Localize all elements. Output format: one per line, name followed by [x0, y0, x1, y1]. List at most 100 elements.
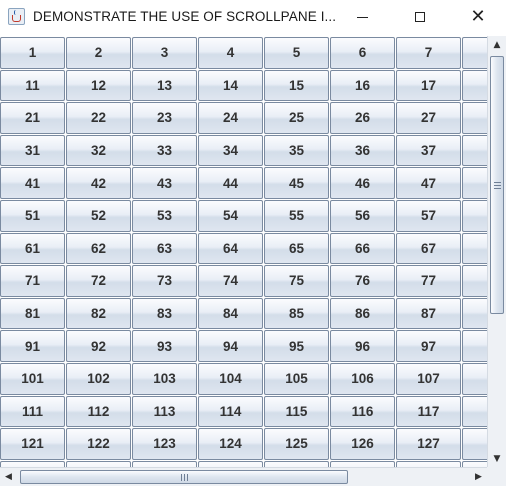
grid-button[interactable]: 2	[66, 37, 131, 69]
grid-button[interactable]: 27	[396, 102, 461, 134]
scroll-left-button[interactable]: ◀	[0, 468, 17, 486]
grid-button[interactable]: 124	[198, 428, 263, 460]
grid-button[interactable]	[462, 330, 487, 362]
grid-button[interactable]: 103	[132, 362, 197, 395]
scroll-pane-viewport[interactable]: 1 2 3 4 5 6 7 11 12 13 14 15 16 17 21 22 23 24 25 26 27 31 32 3…	[0, 36, 487, 467]
grid-button[interactable]: 12	[66, 69, 131, 102]
grid-button[interactable]: 127	[396, 428, 461, 460]
grid-button[interactable]: 1	[0, 37, 65, 69]
grid-button[interactable]: 56	[330, 199, 395, 232]
grid-button[interactable]: 116	[330, 395, 395, 428]
grid-button[interactable]	[462, 297, 487, 330]
grid-button[interactable]: 14	[198, 69, 263, 102]
grid-button[interactable]: 16	[330, 69, 395, 102]
grid-button[interactable]	[264, 460, 329, 467]
grid-button[interactable]: 112	[66, 395, 131, 428]
grid-button[interactable]	[462, 265, 487, 297]
grid-button[interactable]: 33	[132, 134, 197, 167]
grid-button[interactable]: 85	[264, 297, 329, 330]
grid-button[interactable]: 113	[132, 395, 197, 428]
scroll-right-button[interactable]: ▶	[470, 468, 487, 486]
grid-button[interactable]: 41	[0, 167, 65, 199]
grid-button[interactable]: 123	[132, 428, 197, 460]
grid-button[interactable]	[462, 362, 487, 395]
grid-button[interactable]	[66, 460, 131, 467]
vertical-scroll-thumb[interactable]	[490, 56, 504, 314]
grid-button[interactable]: 6	[330, 37, 395, 69]
grid-button[interactable]: 67	[396, 232, 461, 265]
grid-button[interactable]: 3	[132, 37, 197, 69]
grid-button[interactable]: 31	[0, 134, 65, 167]
grid-button[interactable]	[462, 69, 487, 102]
grid-button[interactable]: 26	[330, 102, 395, 134]
grid-button[interactable]: 71	[0, 265, 65, 297]
grid-button[interactable]: 36	[330, 134, 395, 167]
grid-button[interactable]: 111	[0, 395, 65, 428]
grid-button[interactable]: 125	[264, 428, 329, 460]
grid-button[interactable]: 107	[396, 362, 461, 395]
close-button[interactable]: ✕	[449, 0, 506, 34]
grid-button[interactable]: 43	[132, 167, 197, 199]
grid-button[interactable]: 62	[66, 232, 131, 265]
grid-button[interactable]: 57	[396, 199, 461, 232]
grid-button[interactable]: 91	[0, 330, 65, 362]
grid-button[interactable]: 45	[264, 167, 329, 199]
grid-button[interactable]: 126	[330, 428, 395, 460]
grid-button[interactable]: 117	[396, 395, 461, 428]
grid-button[interactable]: 53	[132, 199, 197, 232]
grid-button[interactable]	[462, 134, 487, 167]
grid-button[interactable]: 105	[264, 362, 329, 395]
grid-button[interactable]: 74	[198, 265, 263, 297]
grid-button[interactable]: 102	[66, 362, 131, 395]
grid-button[interactable]: 86	[330, 297, 395, 330]
grid-button[interactable]: 101	[0, 362, 65, 395]
grid-button[interactable]: 77	[396, 265, 461, 297]
grid-button[interactable]: 24	[198, 102, 263, 134]
grid-button[interactable]: 17	[396, 69, 461, 102]
grid-button[interactable]: 93	[132, 330, 197, 362]
title-bar[interactable]: DEMONSTRATE THE USE OF SCROLLPANE I... ✕	[0, 0, 506, 35]
grid-button[interactable]: 63	[132, 232, 197, 265]
minimize-button[interactable]	[333, 0, 391, 34]
grid-button[interactable]: 122	[66, 428, 131, 460]
grid-button[interactable]: 64	[198, 232, 263, 265]
grid-button[interactable]: 23	[132, 102, 197, 134]
horizontal-scroll-thumb[interactable]	[20, 470, 348, 484]
grid-button[interactable]	[396, 460, 461, 467]
grid-button[interactable]: 34	[198, 134, 263, 167]
grid-button[interactable]: 4	[198, 37, 263, 69]
grid-button[interactable]: 7	[396, 37, 461, 69]
grid-button[interactable]	[462, 37, 487, 69]
grid-button[interactable]: 76	[330, 265, 395, 297]
grid-button[interactable]: 15	[264, 69, 329, 102]
grid-button[interactable]	[462, 460, 487, 467]
grid-button[interactable]: 97	[396, 330, 461, 362]
grid-button[interactable]: 47	[396, 167, 461, 199]
grid-button[interactable]: 22	[66, 102, 131, 134]
grid-button[interactable]	[0, 460, 65, 467]
grid-button[interactable]: 42	[66, 167, 131, 199]
grid-button[interactable]: 11	[0, 69, 65, 102]
grid-button[interactable]: 114	[198, 395, 263, 428]
scroll-up-button[interactable]: ▲	[488, 36, 506, 53]
horizontal-scrollbar[interactable]: ◀ ▶	[0, 467, 487, 486]
grid-button[interactable]	[462, 395, 487, 428]
grid-button[interactable]	[132, 460, 197, 467]
grid-button[interactable]: 55	[264, 199, 329, 232]
maximize-button[interactable]	[391, 0, 449, 34]
grid-button[interactable]	[330, 460, 395, 467]
grid-button[interactable]: 81	[0, 297, 65, 330]
grid-button[interactable]: 106	[330, 362, 395, 395]
grid-button[interactable]: 72	[66, 265, 131, 297]
grid-button[interactable]: 5	[264, 37, 329, 69]
grid-button[interactable]: 95	[264, 330, 329, 362]
grid-button[interactable]	[462, 428, 487, 460]
grid-button[interactable]: 73	[132, 265, 197, 297]
grid-button[interactable]	[198, 460, 263, 467]
grid-button[interactable]: 115	[264, 395, 329, 428]
grid-button[interactable]: 92	[66, 330, 131, 362]
grid-button[interactable]: 46	[330, 167, 395, 199]
grid-button[interactable]: 121	[0, 428, 65, 460]
grid-button[interactable]	[462, 167, 487, 199]
grid-button[interactable]: 75	[264, 265, 329, 297]
